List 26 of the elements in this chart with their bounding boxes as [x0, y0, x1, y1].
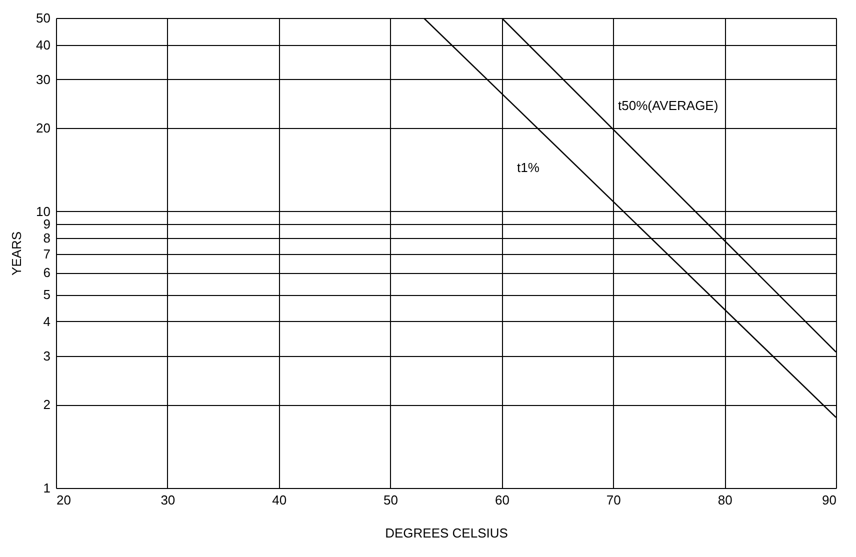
- y-tick-label: 1: [43, 480, 50, 496]
- y-tick-label: 50: [36, 10, 50, 26]
- y-tick-label: 20: [36, 120, 50, 136]
- y-tick-label: 6: [43, 265, 50, 280]
- x-tick-label: 30: [160, 492, 176, 508]
- x-tick-label: 50: [384, 492, 398, 508]
- y-axis-title: YEARS: [9, 231, 24, 276]
- y-tick-label: 5: [43, 287, 50, 302]
- x-tick-label: 80: [718, 492, 732, 508]
- x-tick-label: 60: [494, 492, 510, 508]
- x-tick-label: 90: [822, 492, 836, 508]
- y-tick-label: 9: [43, 216, 50, 232]
- y-tick-label: 8: [43, 230, 50, 246]
- x-axis-title: DEGREES CELSIUS: [385, 526, 508, 540]
- y-tick-label: 2: [43, 397, 50, 412]
- y-tick-label: 30: [36, 72, 50, 87]
- y-tick-label: 4: [43, 314, 50, 329]
- x-tick-label: 70: [606, 492, 621, 508]
- y-tick-label: 3: [43, 348, 50, 364]
- x-tick-label: 20: [56, 492, 71, 508]
- series-label: t1%: [516, 160, 540, 175]
- series-label: t50%(AVERAGE): [618, 98, 718, 114]
- y-tick-label: 40: [36, 37, 50, 52]
- y-tick-label: 7: [43, 246, 50, 262]
- y-tick-label: 10: [36, 204, 50, 219]
- x-tick-label: 40: [272, 492, 287, 508]
